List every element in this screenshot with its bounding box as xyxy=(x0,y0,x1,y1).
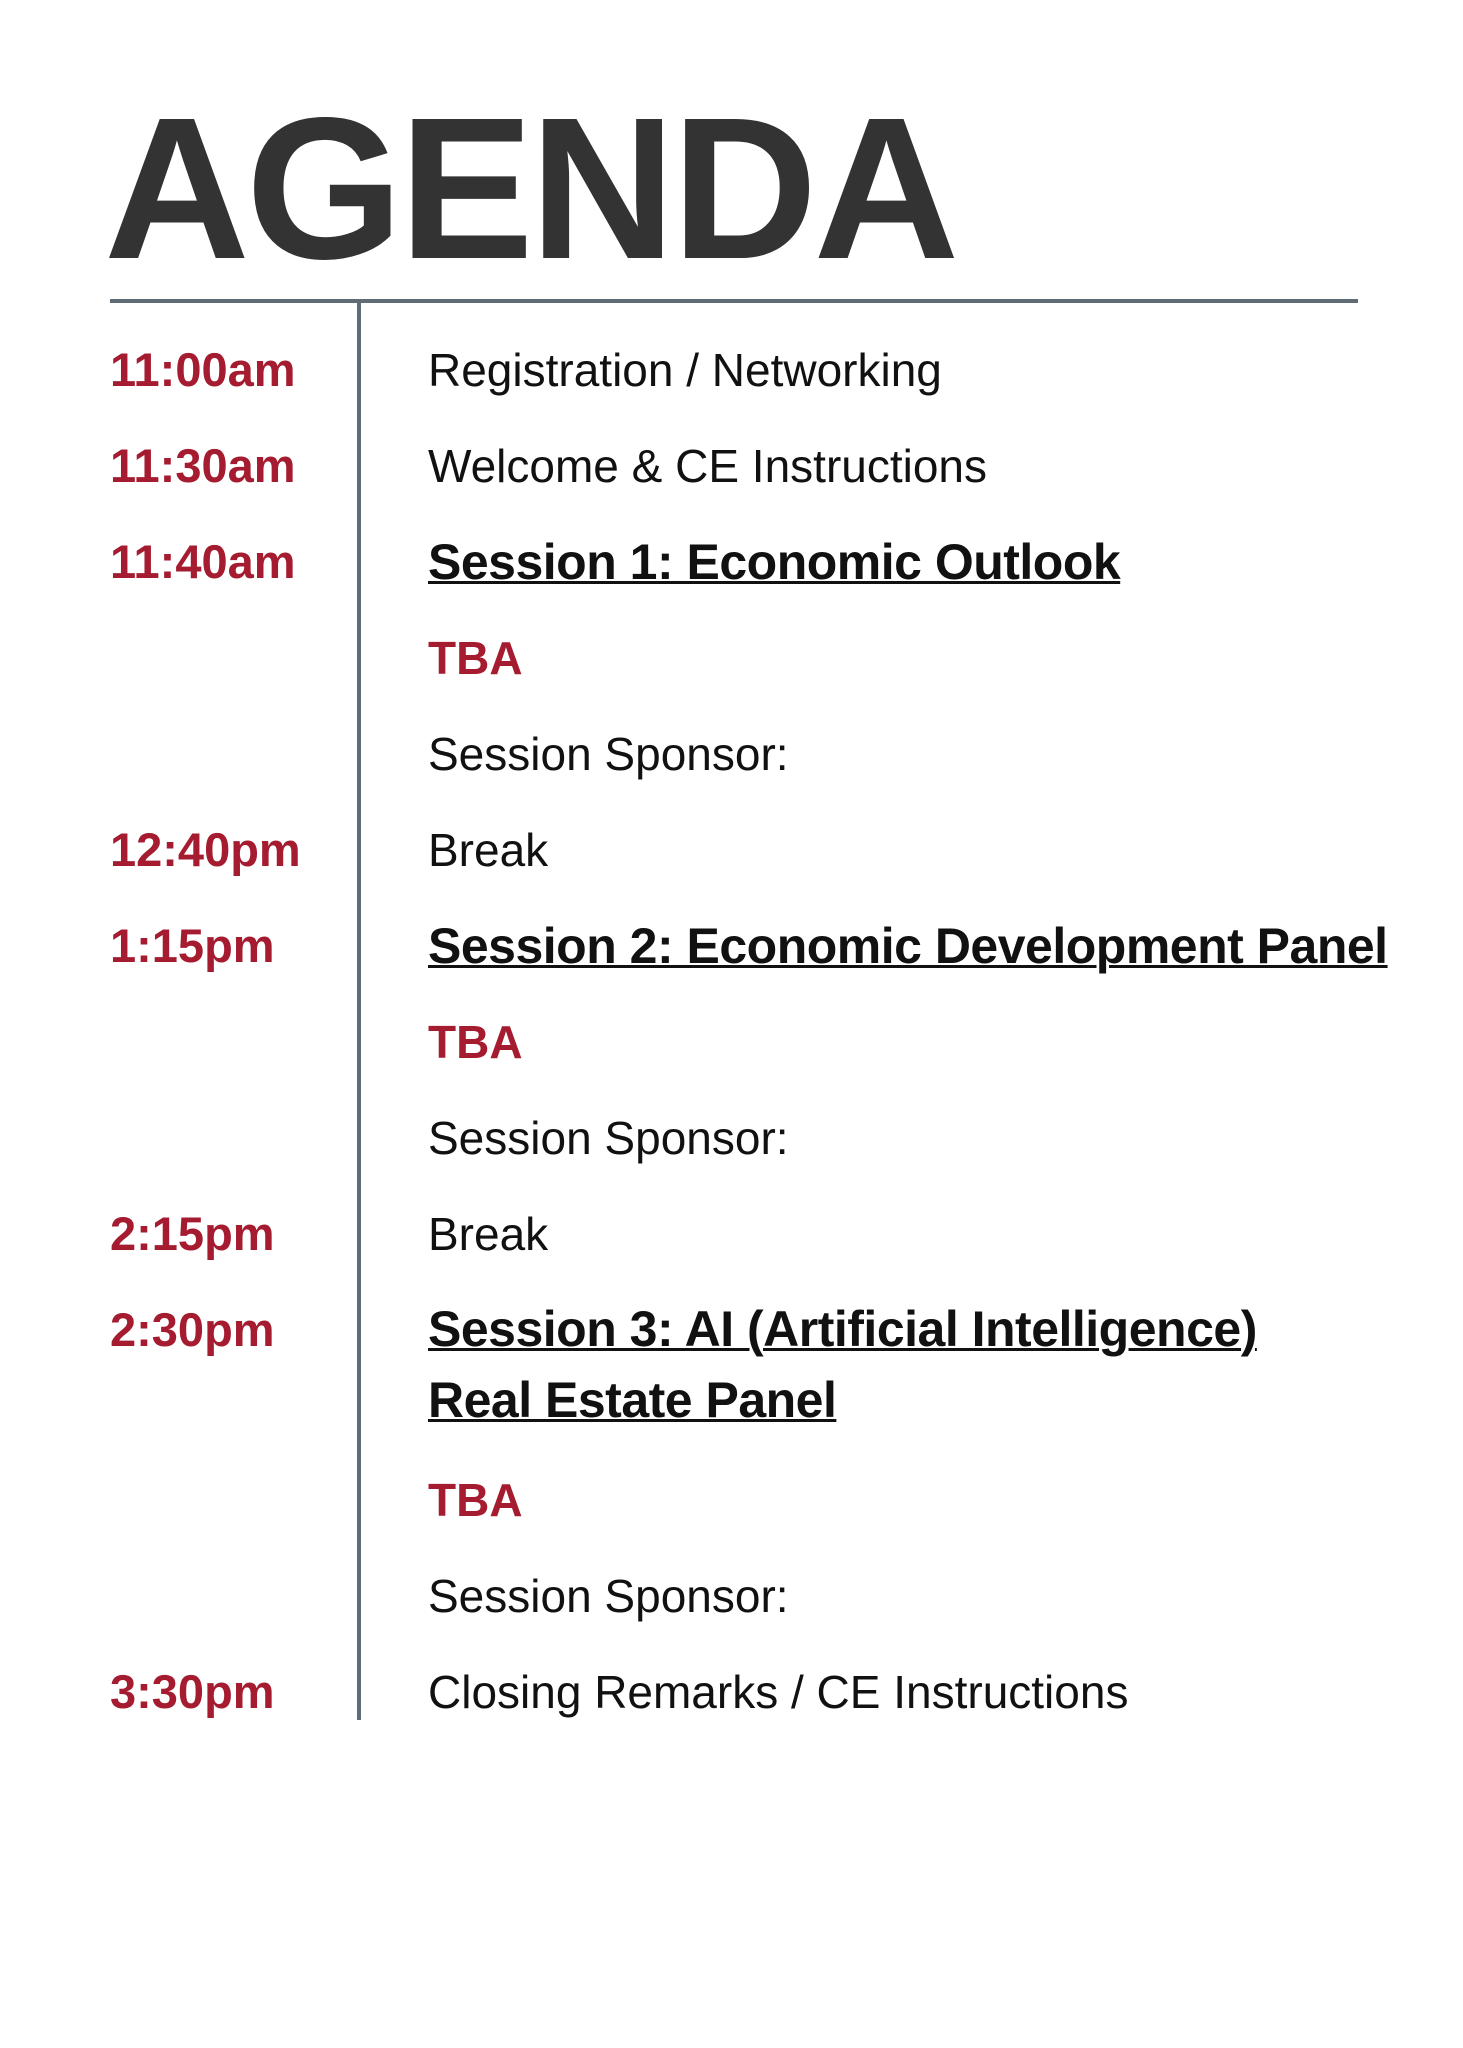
time: 1:15pm xyxy=(110,919,275,972)
sponsor: Session Sponsor: xyxy=(428,1570,789,1622)
agenda-content: Session 1: Economic Outlook TBA Session Sp… xyxy=(428,514,1463,802)
agenda-row: 2:15pm Break xyxy=(0,1186,1463,1282)
activity: Break xyxy=(428,824,549,876)
time: 3:30pm xyxy=(110,1665,275,1718)
speaker: TBA xyxy=(428,1016,523,1068)
time: 2:30pm xyxy=(110,1303,275,1356)
session-title-line: Real Estate Panel xyxy=(428,1372,837,1428)
agenda-content: Registration / Networking xyxy=(428,322,1463,418)
agenda-content: Break xyxy=(428,802,1463,898)
time: 11:30am xyxy=(110,439,296,492)
time: 11:00am xyxy=(110,343,296,396)
time: 12:40pm xyxy=(110,823,301,876)
activity: Break xyxy=(428,1208,549,1260)
agenda-content: Session 2: Economic Development Panel TBA… xyxy=(428,898,1463,1186)
speaker: TBA xyxy=(428,1474,523,1526)
session-title: Session 1: Economic Outlook xyxy=(428,534,1121,590)
agenda-content: Closing Remarks / CE Instructions xyxy=(428,1644,1463,1740)
agenda-content: Session 3: AI (Artificial Intelligence) R… xyxy=(428,1282,1463,1644)
session-title: Session 3: AI (Artificial Intelligence) R… xyxy=(428,1282,1463,1452)
agenda-content: Welcome & CE Instructions xyxy=(428,418,1463,514)
agenda-row: 1:15pm Session 2: Economic Development Pa… xyxy=(0,898,1463,1186)
agenda-row: 3:30pm Closing Remarks / CE Instructions xyxy=(0,1644,1463,1740)
time: 11:40am xyxy=(110,535,296,588)
activity: Welcome & CE Instructions xyxy=(428,440,988,492)
agenda-list: 11:00am Registration / Networking 11:30am W… xyxy=(0,322,1463,1740)
agenda-row: 12:40pm Break xyxy=(0,802,1463,898)
agenda-row: 11:30am Welcome & CE Instructions xyxy=(0,418,1463,514)
sponsor: Session Sponsor: xyxy=(428,728,789,780)
agenda-row: 11:40am Session 1: Economic Outlook TBA Ses… xyxy=(0,514,1463,802)
agenda-row: 11:00am Registration / Networking xyxy=(0,322,1463,418)
timeline-rule xyxy=(357,303,361,1720)
agenda-row: 2:30pm Session 3: AI (Artificial Intellig… xyxy=(0,1282,1463,1644)
title-rule xyxy=(110,299,1358,303)
title: AGENDA xyxy=(104,75,959,301)
sponsor: Session Sponsor: xyxy=(428,1112,789,1164)
session-title: Session 2: Economic Development Panel xyxy=(428,918,1388,974)
activity: Registration / Networking xyxy=(428,344,942,396)
agenda-content: Break xyxy=(428,1186,1463,1282)
time: 2:15pm xyxy=(110,1207,275,1260)
speaker: TBA xyxy=(428,632,523,684)
activity: Closing Remarks / CE Instructions xyxy=(428,1666,1129,1718)
session-title-line: Session 3: AI (Artificial Intelligence) xyxy=(428,1301,1257,1357)
